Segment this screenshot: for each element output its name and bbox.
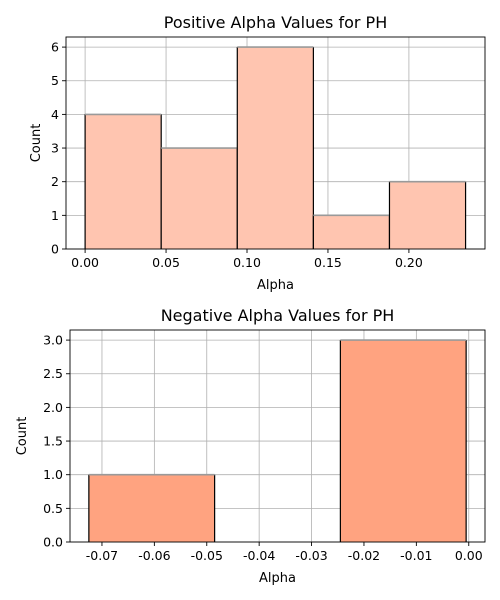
negative-ytick-label-3: 1.5 xyxy=(43,434,63,449)
negative-bar-0 xyxy=(88,474,215,542)
positive-xtick-label-3: 0.15 xyxy=(314,255,342,270)
negative-x-axis-label: Alpha xyxy=(259,571,296,586)
negative-xtick-label-7: 0.00 xyxy=(455,548,483,563)
negative-xtick-label-5: -0.02 xyxy=(348,548,380,563)
positive-chart-title: Positive Alpha Values for PH xyxy=(164,13,387,32)
positive-ytick-label-2: 2 xyxy=(51,174,59,189)
positive-x-axis-label: Alpha xyxy=(257,278,294,293)
positive-axes-frame xyxy=(65,36,486,250)
positive-ytick-label-6: 6 xyxy=(51,40,59,55)
positive-bar-2 xyxy=(237,47,314,249)
negative-xtick-label-4: -0.03 xyxy=(295,548,327,563)
negative-xtick-label-3: -0.04 xyxy=(243,548,275,563)
positive-bar-3 xyxy=(313,215,390,249)
positive-xtick-label-0: 0.00 xyxy=(71,255,99,270)
negative-ytick-label-5: 2.5 xyxy=(43,366,63,381)
positive-xtick-label-1: 0.05 xyxy=(152,255,180,270)
negative-ytick-label-6: 3.0 xyxy=(43,333,63,348)
positive-ytick-label-4: 4 xyxy=(51,107,59,122)
positive-ytick-label-3: 3 xyxy=(51,141,59,156)
positive-bar-0 xyxy=(85,114,162,250)
positive-ytick-label-0: 0 xyxy=(51,242,59,257)
negative-ytick-label-4: 2.0 xyxy=(43,400,63,415)
negative-y-axis-label: Count xyxy=(15,417,30,456)
negative-bar-2 xyxy=(340,340,467,542)
positive-xtick-label-4: 0.20 xyxy=(395,255,423,270)
negative-xtick-label-1: -0.06 xyxy=(138,548,170,563)
positive-bar-1 xyxy=(161,148,238,249)
positive-bar-edge-4 xyxy=(388,181,467,249)
negative-axes-frame xyxy=(69,329,486,543)
positive-ytick-label-1: 1 xyxy=(51,208,59,223)
negative-ytick-label-2: 1.0 xyxy=(43,467,63,482)
positive-xtick-label-2: 0.10 xyxy=(233,255,261,270)
negative-ytick-label-0: 0.0 xyxy=(43,535,63,550)
negative-bar-edge-2 xyxy=(339,340,467,542)
negative-xtick-label-6: -0.01 xyxy=(400,548,432,563)
positive-bar-4 xyxy=(389,181,466,249)
positive-ytick-label-5: 5 xyxy=(51,73,59,88)
positive-y-axis-label: Count xyxy=(29,124,44,163)
negative-xtick-label-0: -0.07 xyxy=(86,548,118,563)
negative-bar-edge-0 xyxy=(88,474,216,542)
negative-ytick-label-1: 0.5 xyxy=(43,501,63,516)
negative-xtick-label-2: -0.05 xyxy=(191,548,223,563)
negative-chart-title: Negative Alpha Values for PH xyxy=(161,306,395,325)
